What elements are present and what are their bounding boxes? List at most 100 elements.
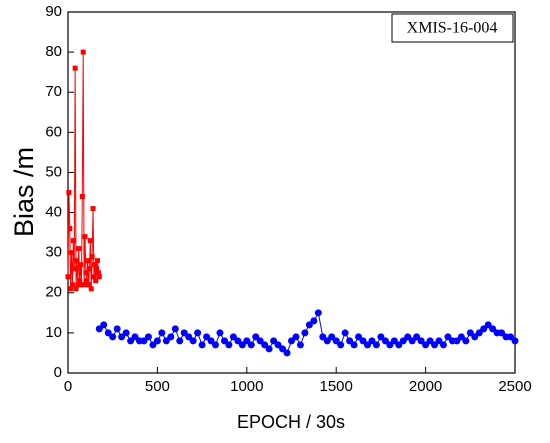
point bbox=[92, 262, 98, 268]
point bbox=[404, 333, 412, 341]
point bbox=[413, 333, 421, 341]
point bbox=[127, 337, 135, 345]
point bbox=[435, 337, 443, 345]
annotation-box bbox=[391, 13, 514, 43]
point bbox=[471, 333, 479, 341]
point bbox=[176, 337, 184, 345]
point bbox=[86, 282, 92, 288]
point bbox=[185, 333, 193, 341]
point bbox=[220, 337, 228, 345]
point bbox=[77, 278, 83, 284]
y-tick-label: 70 bbox=[45, 83, 62, 100]
point bbox=[82, 234, 88, 240]
point bbox=[498, 329, 506, 337]
point bbox=[66, 190, 72, 195]
point bbox=[100, 321, 108, 329]
point bbox=[319, 333, 327, 341]
x-tick-label: 1000 bbox=[230, 378, 263, 395]
point bbox=[171, 325, 179, 333]
point bbox=[225, 341, 233, 349]
point bbox=[261, 341, 269, 349]
y-tick-label: 0 bbox=[54, 364, 62, 381]
y-tick-label: 50 bbox=[45, 163, 62, 180]
x-tick-label: 1500 bbox=[320, 378, 353, 395]
point bbox=[439, 341, 447, 349]
point bbox=[69, 250, 75, 256]
point bbox=[296, 341, 304, 349]
point bbox=[274, 341, 282, 349]
y-tick-label: 80 bbox=[45, 43, 62, 60]
point bbox=[484, 321, 492, 329]
point bbox=[350, 341, 358, 349]
point bbox=[153, 337, 161, 345]
point bbox=[94, 266, 100, 272]
point bbox=[301, 329, 309, 337]
point bbox=[381, 337, 389, 345]
y-tick-label: 10 bbox=[45, 324, 62, 341]
x-tick-label: 0 bbox=[64, 378, 72, 395]
point bbox=[78, 282, 84, 288]
y-axis-label: Bias /m bbox=[9, 147, 39, 237]
point bbox=[346, 337, 354, 345]
point bbox=[162, 337, 170, 345]
point bbox=[189, 337, 197, 345]
point bbox=[238, 341, 246, 349]
y-tick-label: 30 bbox=[45, 244, 62, 261]
point bbox=[390, 337, 398, 345]
point bbox=[68, 286, 74, 292]
point bbox=[265, 345, 273, 353]
point bbox=[507, 333, 515, 341]
point bbox=[83, 270, 89, 276]
point bbox=[80, 49, 86, 55]
point bbox=[144, 333, 152, 341]
point bbox=[95, 325, 103, 333]
point bbox=[90, 206, 96, 212]
point bbox=[86, 266, 92, 272]
point bbox=[118, 333, 126, 341]
point bbox=[489, 325, 497, 333]
point bbox=[216, 329, 224, 337]
point bbox=[234, 337, 242, 345]
point bbox=[70, 238, 76, 244]
point bbox=[386, 341, 394, 349]
point bbox=[341, 329, 349, 337]
point bbox=[131, 333, 139, 341]
point bbox=[113, 325, 121, 333]
point bbox=[431, 341, 439, 349]
point bbox=[417, 337, 425, 345]
y-tick-label: 40 bbox=[45, 204, 62, 221]
point bbox=[104, 329, 112, 337]
point bbox=[84, 278, 90, 284]
point bbox=[395, 341, 403, 349]
y-tick-label: 20 bbox=[45, 284, 62, 301]
point bbox=[95, 270, 101, 276]
x-tick-label: 500 bbox=[145, 378, 170, 395]
point bbox=[71, 266, 77, 272]
point bbox=[85, 258, 91, 264]
point bbox=[91, 274, 97, 280]
point bbox=[368, 337, 376, 345]
point bbox=[65, 274, 71, 280]
point bbox=[305, 321, 313, 329]
point bbox=[76, 246, 82, 252]
point bbox=[243, 337, 251, 345]
x-tick-label: 2500 bbox=[498, 378, 531, 395]
point bbox=[198, 341, 206, 349]
point bbox=[256, 337, 264, 345]
point bbox=[74, 258, 80, 264]
point bbox=[363, 341, 371, 349]
point bbox=[444, 333, 452, 341]
point bbox=[270, 337, 278, 345]
point bbox=[149, 341, 157, 349]
point bbox=[462, 337, 470, 345]
point bbox=[323, 337, 331, 345]
point bbox=[69, 282, 75, 288]
point bbox=[140, 337, 148, 345]
point bbox=[88, 286, 94, 292]
point bbox=[180, 329, 188, 337]
point bbox=[337, 341, 345, 349]
point bbox=[72, 65, 78, 71]
point bbox=[87, 238, 93, 244]
x-axis-label: EPOCH / 30s bbox=[237, 412, 345, 432]
